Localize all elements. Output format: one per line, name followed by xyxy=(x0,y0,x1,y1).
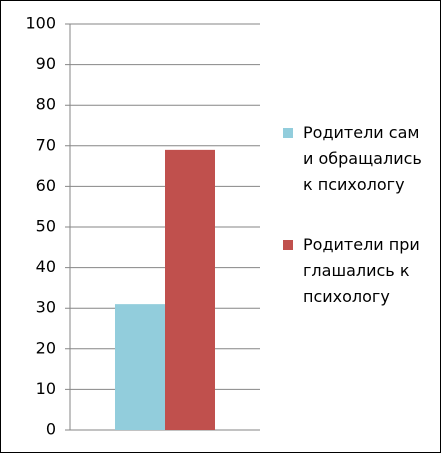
legend-swatch xyxy=(283,128,293,138)
legend-item: Родители приглашались к психологу xyxy=(283,232,423,310)
y-tick-label: 50 xyxy=(36,217,56,236)
y-tick-label: 70 xyxy=(36,135,56,154)
y-tick-label: 60 xyxy=(36,176,56,195)
y-tick-label: 20 xyxy=(36,338,56,357)
legend-swatch xyxy=(283,240,293,250)
y-tick-label: 80 xyxy=(36,95,56,114)
y-tick-label: 40 xyxy=(36,257,56,276)
bar xyxy=(115,304,165,430)
y-tick-label: 10 xyxy=(36,379,56,398)
bar xyxy=(165,149,215,431)
y-tick-label: 30 xyxy=(36,298,56,317)
legend-label: Родители приглашались к психологу xyxy=(303,235,420,306)
legend-label: Родители сами обращались к психологу xyxy=(303,123,422,194)
legend-item: Родители сами обращались к психологу xyxy=(283,120,423,198)
y-tick-label: 100 xyxy=(25,14,56,33)
y-tick-label: 90 xyxy=(36,54,56,73)
y-tick-label: 0 xyxy=(46,420,56,439)
